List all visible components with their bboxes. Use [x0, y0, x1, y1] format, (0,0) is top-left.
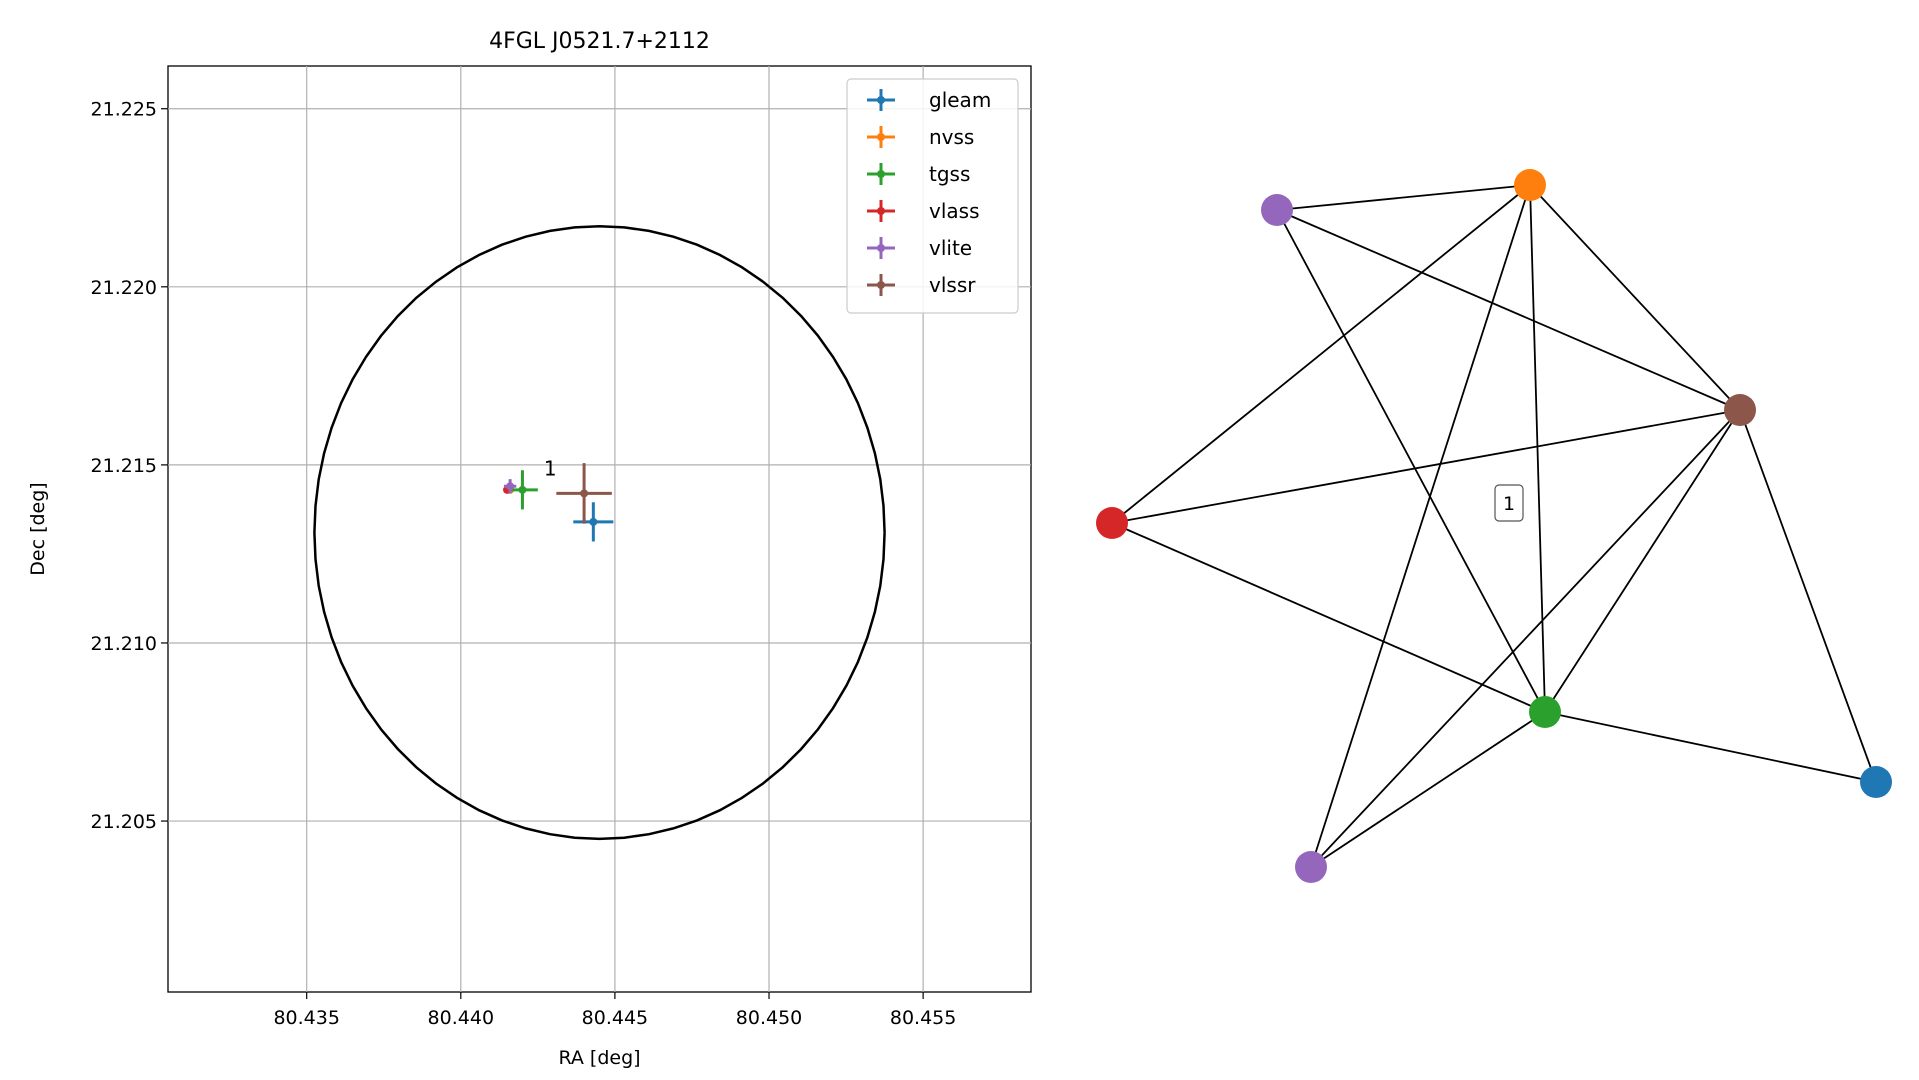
legend-label: gleam: [929, 88, 991, 112]
legend-label: nvss: [929, 125, 974, 149]
network-edge: [1544, 711, 1877, 783]
scatter-panel: 80.435 80.440 80.445 80.450 80.455 21.205 21.2…: [27, 29, 1032, 1069]
annotation-layer: 1: [544, 457, 557, 481]
x-tick-label: 80.455: [890, 1007, 956, 1029]
network-edge: [1276, 209, 1741, 411]
edges-layer: [1111, 184, 1877, 868]
y-tick-label: 21.220: [91, 277, 157, 299]
annotation-label: 1: [544, 457, 557, 481]
network-edge: [1276, 209, 1546, 713]
network-edge: [1276, 184, 1531, 211]
network-panel: 1: [1096, 169, 1892, 883]
network-label: 1: [1503, 493, 1515, 515]
legend-item-vlass: vlass: [867, 199, 980, 223]
network-edge: [1111, 522, 1546, 713]
legend-item-nvss: nvss: [867, 125, 974, 149]
x-tick-label: 80.435: [273, 1007, 339, 1029]
legend-marker: [877, 281, 885, 289]
legend-item-tgss: tgss: [867, 162, 970, 186]
x-axis-label: RA [deg]: [558, 1047, 640, 1069]
point-tgss: [507, 470, 538, 510]
network-label-box: [1494, 484, 1524, 522]
x-tick-label: 80.445: [582, 1007, 648, 1029]
legend-label: vlssr: [929, 273, 976, 297]
legend-marker: [877, 207, 885, 215]
network-node-tgss: [1529, 696, 1561, 728]
legend-marker: [877, 96, 885, 104]
legend-marker: [877, 133, 885, 141]
x-tick-label: 80.440: [428, 1007, 494, 1029]
legend-label: vlass: [929, 199, 980, 223]
point-marker: [506, 482, 515, 491]
network-label-group: 1: [1494, 484, 1524, 522]
point-marker: [589, 517, 598, 526]
network-edge: [1544, 409, 1741, 713]
legend-item-vlite: vlite: [867, 236, 972, 260]
nodes-layer: [1096, 169, 1892, 883]
plot-title: 4FGL J0521.7+2112: [489, 29, 710, 54]
legend-label: tgss: [929, 162, 970, 186]
point-gleam: [573, 502, 614, 542]
error-circle: [313, 225, 886, 841]
plot-frame: [167, 65, 1032, 993]
points-layer: [503, 463, 614, 542]
y-tick-label: 21.225: [91, 99, 157, 121]
network-edge: [1739, 409, 1877, 783]
tick-layer: 80.435 80.440 80.445 80.450 80.455 21.205 21.2…: [91, 99, 957, 1029]
legend-item-gleam: gleam: [867, 88, 991, 112]
legend: gleam nvss tgss vlass vlite vlssr: [846, 78, 1019, 314]
network-node-vlass: [1096, 507, 1128, 539]
network-edge: [1529, 184, 1546, 713]
point-marker: [518, 485, 527, 494]
network-node-gleam: [1860, 766, 1892, 798]
network-edge: [1310, 184, 1531, 868]
legend-label: vlite: [929, 236, 972, 260]
x-tick-label: 80.450: [736, 1007, 802, 1029]
legend-marker: [877, 170, 885, 178]
network-edge: [1310, 711, 1546, 868]
y-tick-label: 21.205: [91, 811, 157, 833]
legend-item-vlssr: vlssr: [867, 273, 976, 297]
network-node-vlite-top: [1261, 194, 1293, 226]
network-node-vlssr: [1724, 394, 1756, 426]
point-vlite: [503, 479, 517, 494]
network-edge: [1111, 184, 1531, 524]
point-marker: [580, 489, 589, 498]
y-tick-label: 21.210: [91, 633, 157, 655]
network-edge: [1310, 409, 1741, 868]
network-node-nvss: [1514, 169, 1546, 201]
y-tick-label: 21.215: [91, 455, 157, 477]
point-vlssr: [556, 463, 612, 524]
network-edge: [1111, 409, 1741, 524]
y-axis-label: Dec [deg]: [27, 482, 49, 575]
network-edge: [1529, 184, 1741, 411]
network-node-vlite-bottom: [1295, 851, 1327, 883]
legend-marker: [877, 244, 885, 252]
